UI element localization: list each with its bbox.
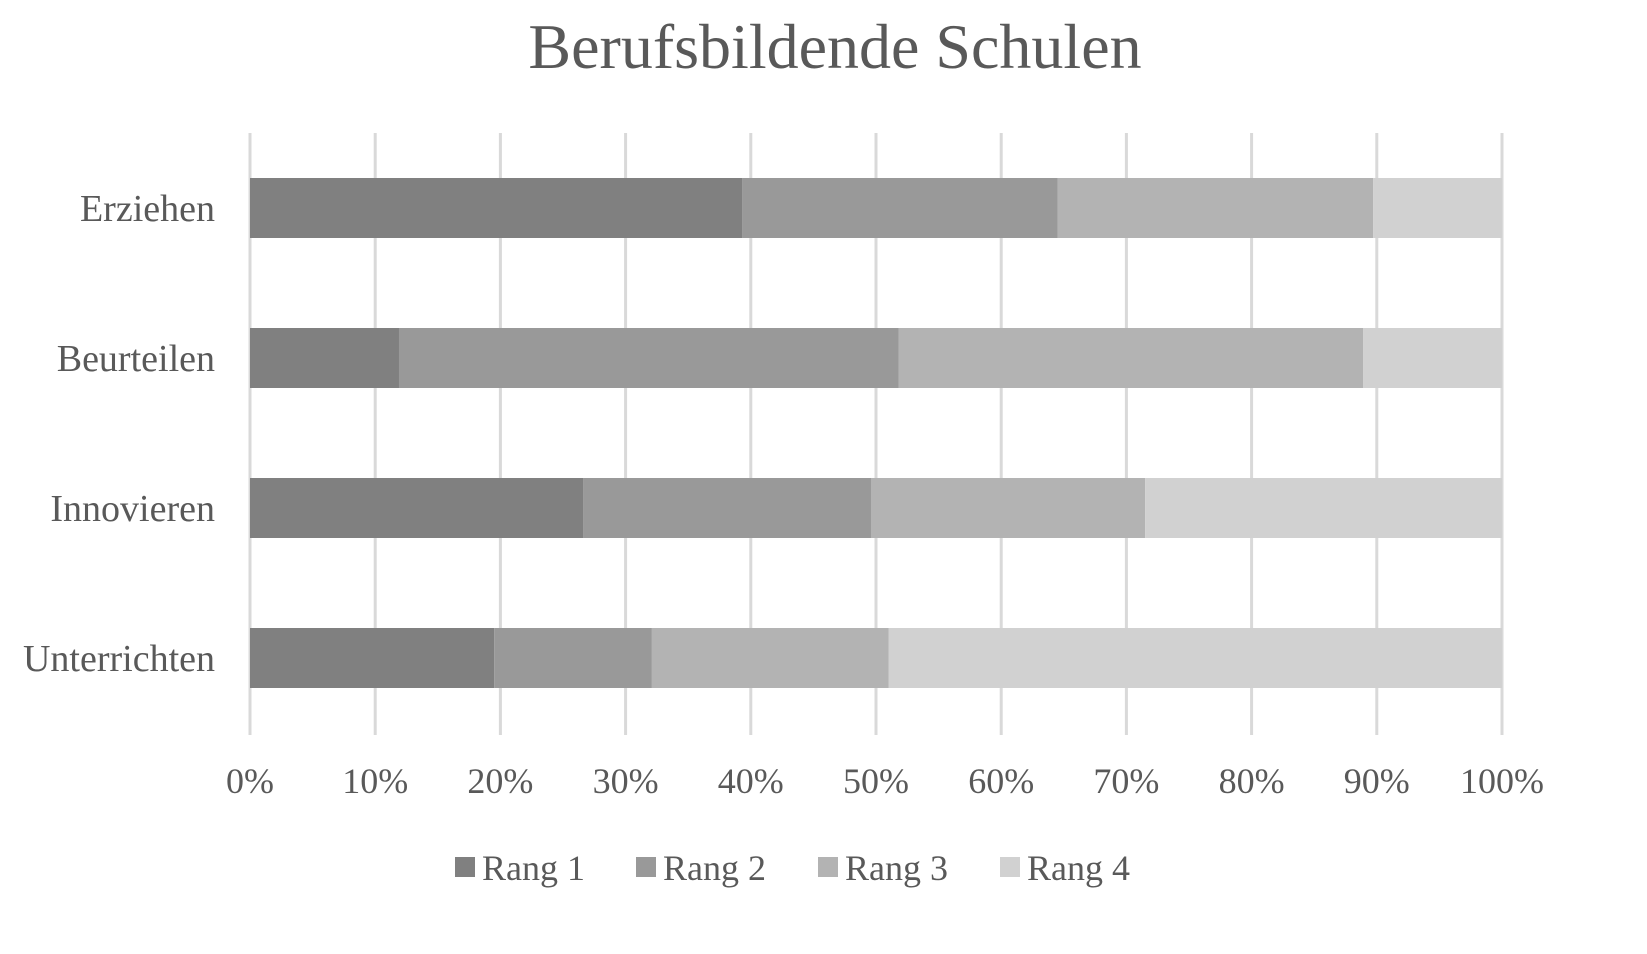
category-labels: Erziehen Beurteilen Innovieren Unterrichten — [23, 188, 215, 680]
x-tick-label: 30% — [593, 761, 659, 801]
legend-swatch — [455, 857, 475, 877]
legend-swatch — [636, 857, 656, 877]
legend-label: Rang 2 — [663, 848, 766, 888]
bar-segment-innovieren-rang-4 — [1145, 478, 1502, 538]
x-tick-label: 100% — [1460, 761, 1544, 801]
legend-swatch — [1000, 857, 1020, 877]
bar-segment-unterrichten-rang-3 — [651, 628, 889, 688]
legend-label: Rang 3 — [845, 848, 948, 888]
chart-title: Berufsbildende Schulen — [528, 11, 1141, 82]
bar-segment-unterrichten-rang-4 — [888, 628, 1502, 688]
bars — [250, 178, 1502, 688]
legend: Rang 1 Rang 2 Rang 3 Rang 4 — [455, 848, 1130, 888]
x-tick-label: 0% — [226, 761, 274, 801]
legend-label: Rang 1 — [482, 848, 585, 888]
x-tick-label: 60% — [968, 761, 1034, 801]
legend-swatch — [818, 857, 838, 877]
category-label: Beurteilen — [57, 338, 215, 380]
x-tick-label: 50% — [843, 761, 909, 801]
x-tick-label: 80% — [1219, 761, 1285, 801]
bar-segment-beurteilen-rang-3 — [898, 328, 1364, 388]
bar-segment-innovieren-rang-2 — [583, 478, 871, 538]
bar-segment-beurteilen-rang-2 — [398, 328, 899, 388]
bar-segment-beurteilen-rang-1 — [250, 328, 399, 388]
bar-segment-erziehen-rang-2 — [742, 178, 1058, 238]
x-tick-label: 20% — [467, 761, 533, 801]
category-label: Unterrichten — [23, 638, 215, 680]
x-tick-label: 90% — [1344, 761, 1410, 801]
bar-segment-beurteilen-rang-4 — [1363, 328, 1502, 388]
bar-segment-erziehen-rang-3 — [1057, 178, 1374, 238]
x-tick-label: 10% — [342, 761, 408, 801]
bar-segment-unterrichten-rang-1 — [250, 628, 495, 688]
bar-segment-unterrichten-rang-2 — [494, 628, 652, 688]
bar-segment-erziehen-rang-4 — [1373, 178, 1502, 238]
bar-segment-erziehen-rang-1 — [250, 178, 743, 238]
category-label: Innovieren — [50, 488, 215, 530]
bar-segment-innovieren-rang-1 — [250, 478, 584, 538]
category-label: Erziehen — [80, 188, 215, 230]
legend-label: Rang 4 — [1027, 848, 1130, 888]
bar-segment-innovieren-rang-3 — [870, 478, 1146, 538]
x-tick-label: 40% — [718, 761, 784, 801]
x-axis-tick-labels: 0% 10% 20% 30% 40% 50% 60% 70% 80% 90% 100% — [226, 761, 1544, 801]
x-tick-label: 70% — [1093, 761, 1159, 801]
